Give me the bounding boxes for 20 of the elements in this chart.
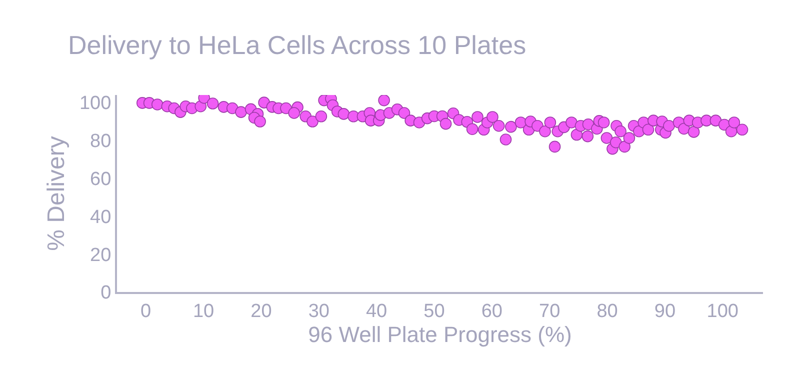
x-tick-label: 30 — [308, 300, 330, 322]
y-tick-label: 60 — [90, 169, 112, 190]
x-tick-label: 20 — [250, 300, 272, 322]
x-tick-label: 100 — [706, 300, 738, 322]
y-tick-label: 0 — [100, 282, 112, 304]
x-tick-label: 40 — [366, 300, 388, 322]
y-tick-label: 40 — [90, 206, 112, 228]
x-tick-label: 50 — [424, 300, 445, 322]
chart-title: Delivery to HeLa Cells Across 10 Plates — [68, 30, 526, 60]
x-axis-title: 96 Well Plate Progress (%) — [308, 322, 572, 347]
y-axis-title: % Delivery — [43, 136, 70, 251]
x-tick-label: 60 — [481, 300, 502, 322]
y-tick-label: 80 — [90, 131, 112, 152]
x-tick-label: 70 — [539, 300, 560, 322]
x-tick-label: 80 — [596, 300, 618, 322]
x-tick-label: 10 — [192, 300, 214, 322]
x-tick-label: 0 — [140, 300, 152, 322]
x-tick-label: 90 — [654, 300, 676, 322]
y-tick-label: 100 — [79, 93, 112, 114]
y-tick-label: 20 — [90, 244, 112, 266]
